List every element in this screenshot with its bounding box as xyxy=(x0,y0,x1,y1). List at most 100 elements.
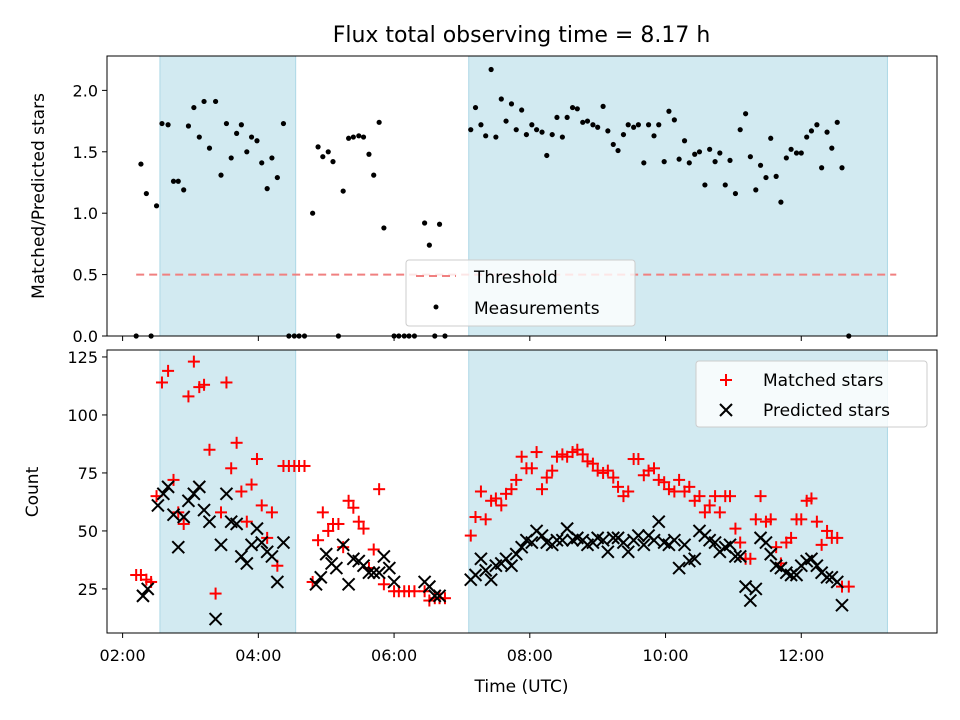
measurement-point xyxy=(493,134,499,140)
predicted-star-point xyxy=(309,577,323,591)
measurement-point xyxy=(356,133,362,139)
matched-star-point xyxy=(162,364,175,377)
x-tick-label: 04:00 xyxy=(235,646,281,665)
matched-star-point xyxy=(235,485,248,498)
matched-star-point xyxy=(510,473,523,486)
measurement-point xyxy=(234,130,240,136)
predicted-star-point xyxy=(631,528,646,543)
y-tick-label: 1.0 xyxy=(73,204,98,223)
x-axis-label: Time (UTC) xyxy=(474,677,569,697)
measurement-point xyxy=(350,134,356,140)
bottom-y-ticks: 25 50 75 100 125 xyxy=(67,348,107,599)
predicted-star-point xyxy=(789,568,804,582)
matched-star-point xyxy=(209,587,222,600)
predicted-star-point xyxy=(733,549,747,564)
measurement-point xyxy=(610,141,616,148)
measurement-point xyxy=(376,119,382,125)
bottom-legend: Matched stars Predicted stars xyxy=(695,360,928,428)
matched-star-point xyxy=(785,531,798,544)
legend-predicted-label: Predicted stars xyxy=(763,401,890,421)
matched-star-point xyxy=(815,538,828,551)
measurement-point xyxy=(574,106,580,112)
measurement-point xyxy=(804,134,810,140)
measurement-point xyxy=(259,160,265,166)
predicted-star-point xyxy=(596,533,610,547)
predicted-star-point xyxy=(555,533,570,547)
matched-star-point xyxy=(515,450,528,463)
predicted-star-point xyxy=(214,538,228,552)
matched-star-point xyxy=(408,585,421,598)
matched-star-point xyxy=(770,541,783,554)
matched-star-point xyxy=(591,464,604,477)
matched-star-point xyxy=(540,471,553,484)
measurement-point xyxy=(722,182,728,188)
measurement-point xyxy=(768,135,774,141)
measurement-point xyxy=(280,120,287,127)
measurement-point xyxy=(808,128,815,134)
matched-star-point xyxy=(795,513,808,526)
measurement-point xyxy=(201,98,207,105)
measurement-point xyxy=(472,104,479,111)
measurement-point xyxy=(264,186,270,192)
predicted-star-point xyxy=(219,487,234,501)
x-tick-label: 08:00 xyxy=(507,646,553,665)
measurement-point xyxy=(153,203,160,209)
matched-star-point xyxy=(576,448,589,461)
predicted-star-point xyxy=(240,556,254,571)
matched-star-point xyxy=(642,464,655,477)
measurement-point xyxy=(539,129,545,135)
matched-star-point xyxy=(713,506,726,519)
measurement-point xyxy=(834,119,840,125)
predicted-star-point xyxy=(830,575,844,589)
measurement-point xyxy=(310,210,316,216)
matched-star-point xyxy=(821,524,834,537)
measurement-point xyxy=(645,122,652,128)
predicted-star-point xyxy=(428,589,442,603)
predicted-star-point xyxy=(764,547,778,561)
measurement-point xyxy=(584,118,591,124)
predicted-star-point xyxy=(319,547,333,561)
measurement-point xyxy=(269,155,275,161)
measurement-point xyxy=(712,159,718,165)
measurement-point xyxy=(366,151,372,157)
y-tick-label: 25 xyxy=(78,580,98,599)
predicted-star-point xyxy=(202,514,217,529)
matched-star-point xyxy=(505,483,518,496)
legend-matched-swatch xyxy=(720,374,732,386)
predicted-star-point xyxy=(329,561,344,575)
measurement-point xyxy=(254,138,260,144)
measurement-point xyxy=(468,127,474,133)
matched-star-point xyxy=(612,480,625,493)
matched-star-point xyxy=(632,453,645,466)
measurement-point xyxy=(223,120,230,127)
predicted-star-point xyxy=(372,565,386,580)
predicted-star-point xyxy=(804,552,819,566)
measurement-point xyxy=(595,124,601,130)
predicted-star-point xyxy=(382,561,397,575)
measurement-point xyxy=(196,134,202,140)
matched-star-point xyxy=(474,485,487,498)
matched-star-point xyxy=(729,522,742,535)
measurement-point xyxy=(727,157,733,163)
matched-star-point xyxy=(245,478,258,491)
y-tick-label: 50 xyxy=(78,522,98,541)
predicted-star-point xyxy=(484,572,498,587)
predicted-star-point xyxy=(336,538,350,552)
top-axes-frame xyxy=(106,55,938,337)
measurement-point xyxy=(206,145,213,151)
measurement-point xyxy=(274,174,280,181)
measurement-point xyxy=(170,178,177,184)
bottom-x-ticks: 02:00 04:00 06:00 08:00 10:00 12:00 xyxy=(100,633,824,665)
measurement-point xyxy=(778,199,784,205)
predicted-star-point xyxy=(509,547,523,561)
measurement-point xyxy=(325,149,331,155)
measurement-point xyxy=(533,127,540,133)
measurement-point xyxy=(212,98,219,105)
matched-star-point xyxy=(530,446,543,459)
predicted-star-point xyxy=(166,507,181,522)
x-tick-label: 02:00 xyxy=(100,646,146,665)
predicted-star-point xyxy=(229,517,244,531)
predicted-star-point xyxy=(667,533,682,547)
matched-star-point xyxy=(668,485,681,498)
measurement-point xyxy=(798,150,804,156)
